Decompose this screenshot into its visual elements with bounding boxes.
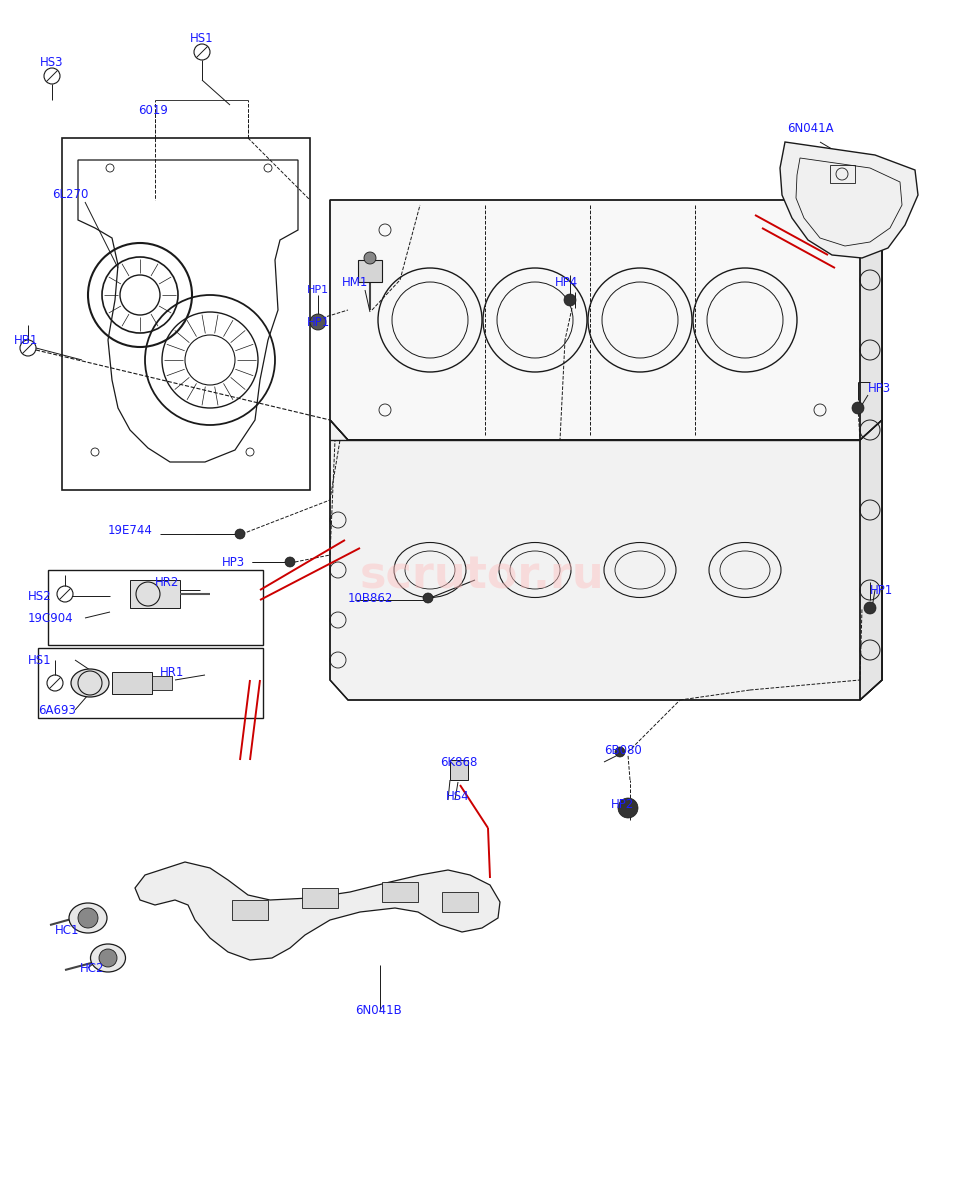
Circle shape [615,746,625,757]
Bar [450,760,468,780]
Polygon shape [135,862,500,960]
Text: 6N041A: 6N041A [787,121,833,134]
Text: HM1: HM1 [342,276,368,288]
Text: HP2: HP2 [610,798,633,810]
Text: 19C904: 19C904 [28,612,73,624]
Text: HP1: HP1 [307,284,329,295]
Circle shape [310,314,326,330]
Text: HS1: HS1 [190,31,214,44]
Circle shape [618,798,638,818]
Bar [152,676,172,690]
Ellipse shape [91,944,125,972]
Text: 6L270: 6L270 [52,188,89,202]
Polygon shape [330,200,882,440]
Bar [48,570,263,646]
Text: 6B080: 6B080 [604,744,642,756]
Text: HR1: HR1 [160,666,184,679]
Circle shape [235,529,245,539]
Text: HC1: HC1 [55,924,79,936]
Text: 6N041B: 6N041B [355,1003,401,1016]
Bar [62,138,310,490]
Bar [232,900,268,920]
Bar [112,672,152,694]
Bar [382,882,418,902]
Circle shape [564,294,576,306]
Text: HP1: HP1 [307,316,330,329]
Polygon shape [860,200,882,700]
Circle shape [423,593,433,602]
Circle shape [364,252,376,264]
Text: HP4: HP4 [554,276,577,289]
Text: 6K868: 6K868 [440,756,477,768]
Circle shape [864,602,876,614]
Bar [358,260,382,282]
Text: HR2: HR2 [155,576,179,588]
Circle shape [78,908,98,928]
Text: HS4: HS4 [446,790,469,803]
Text: HP1: HP1 [870,583,894,596]
Bar [130,580,180,608]
Text: HS2: HS2 [28,589,52,602]
Text: 6019: 6019 [138,103,168,116]
Text: HP3: HP3 [222,556,245,569]
Circle shape [285,557,295,566]
Polygon shape [330,420,882,700]
Bar [830,164,855,182]
Text: scrutor.ru: scrutor.ru [360,554,604,598]
Text: HC2: HC2 [80,961,104,974]
Text: HS1: HS1 [28,654,52,666]
Polygon shape [780,142,918,258]
Ellipse shape [69,902,107,934]
Text: HB1: HB1 [14,334,39,347]
Circle shape [852,402,864,414]
Circle shape [99,949,117,967]
Bar [302,888,338,908]
Bar [442,892,478,912]
Ellipse shape [71,670,109,697]
Bar [38,648,263,718]
Text: HS3: HS3 [40,55,64,68]
Text: HP3: HP3 [868,382,891,395]
Text: 19E744: 19E744 [108,523,153,536]
Text: 10B862: 10B862 [348,592,393,605]
Text: 6A693: 6A693 [38,703,76,716]
